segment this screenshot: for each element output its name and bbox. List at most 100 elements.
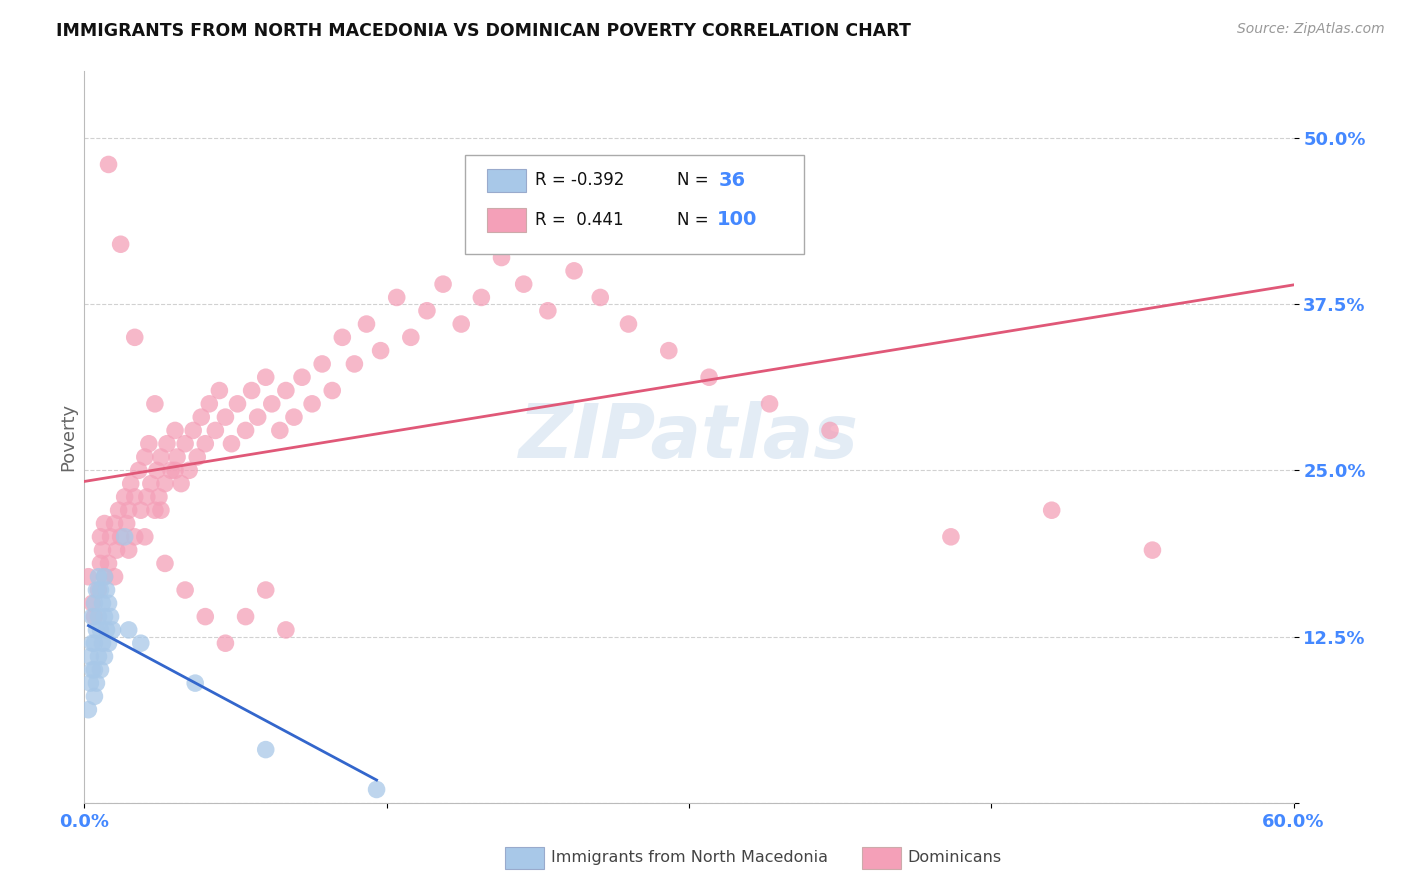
Point bbox=[86, 582, 108, 597]
Point bbox=[77, 570, 100, 584]
Point bbox=[235, 609, 257, 624]
Point bbox=[194, 436, 217, 450]
Point bbox=[416, 303, 439, 318]
Point bbox=[269, 424, 291, 438]
Point bbox=[146, 463, 169, 477]
Point bbox=[194, 609, 217, 624]
Point bbox=[143, 503, 166, 517]
Point bbox=[114, 490, 136, 504]
FancyBboxPatch shape bbox=[465, 155, 804, 254]
Point bbox=[104, 516, 127, 531]
Point bbox=[97, 596, 120, 610]
Point bbox=[114, 530, 136, 544]
Point bbox=[93, 516, 115, 531]
Point bbox=[562, 264, 585, 278]
Point bbox=[91, 596, 114, 610]
Point bbox=[87, 582, 110, 597]
Point bbox=[356, 317, 378, 331]
Point bbox=[93, 570, 115, 584]
Point bbox=[91, 636, 114, 650]
Point bbox=[184, 676, 207, 690]
Point bbox=[260, 397, 283, 411]
Point bbox=[83, 596, 105, 610]
Point bbox=[149, 450, 172, 464]
Point bbox=[87, 609, 110, 624]
Point bbox=[758, 397, 780, 411]
Point bbox=[110, 237, 132, 252]
Text: 36: 36 bbox=[720, 171, 747, 190]
Point bbox=[135, 490, 157, 504]
Point bbox=[208, 384, 231, 398]
Point bbox=[86, 623, 108, 637]
Point bbox=[149, 503, 172, 517]
Point bbox=[174, 582, 197, 597]
Point bbox=[86, 676, 108, 690]
Point bbox=[330, 330, 353, 344]
Point bbox=[93, 570, 115, 584]
Text: Source: ZipAtlas.com: Source: ZipAtlas.com bbox=[1237, 22, 1385, 37]
Point bbox=[89, 623, 111, 637]
Point bbox=[1040, 503, 1063, 517]
Text: IMMIGRANTS FROM NORTH MACEDONIA VS DOMINICAN POVERTY CORRELATION CHART: IMMIGRANTS FROM NORTH MACEDONIA VS DOMIN… bbox=[56, 22, 911, 40]
Point bbox=[83, 636, 105, 650]
Text: Dominicans: Dominicans bbox=[908, 850, 1002, 865]
Point bbox=[89, 530, 111, 544]
Point bbox=[134, 530, 156, 544]
Point bbox=[432, 277, 454, 292]
Point bbox=[174, 436, 197, 450]
Point bbox=[93, 609, 115, 624]
Point bbox=[118, 543, 141, 558]
Point bbox=[148, 490, 170, 504]
FancyBboxPatch shape bbox=[486, 208, 526, 232]
Point bbox=[82, 609, 104, 624]
Point bbox=[370, 343, 392, 358]
Point bbox=[301, 397, 323, 411]
Point bbox=[1142, 543, 1164, 558]
Point bbox=[214, 410, 236, 425]
Y-axis label: Poverty: Poverty bbox=[59, 403, 77, 471]
Point bbox=[96, 623, 118, 637]
Point bbox=[491, 251, 513, 265]
Point bbox=[165, 424, 187, 438]
Point bbox=[190, 410, 212, 425]
Point bbox=[214, 636, 236, 650]
Point bbox=[235, 424, 257, 438]
Point bbox=[83, 609, 105, 624]
Point bbox=[166, 450, 188, 464]
Point bbox=[87, 649, 110, 664]
Point bbox=[470, 290, 492, 304]
Point bbox=[93, 649, 115, 664]
Point bbox=[165, 463, 187, 477]
Point bbox=[124, 530, 146, 544]
Point bbox=[343, 357, 366, 371]
Point bbox=[97, 557, 120, 571]
Point bbox=[246, 410, 269, 425]
Point bbox=[83, 690, 105, 704]
Point bbox=[186, 450, 208, 464]
Point bbox=[83, 663, 105, 677]
Point bbox=[89, 663, 111, 677]
Point bbox=[204, 424, 226, 438]
Text: Immigrants from North Macedonia: Immigrants from North Macedonia bbox=[551, 850, 828, 865]
Point bbox=[283, 410, 305, 425]
Point bbox=[226, 397, 249, 411]
Point bbox=[100, 609, 122, 624]
Point bbox=[82, 663, 104, 677]
Text: R = -0.392: R = -0.392 bbox=[536, 171, 624, 189]
Point bbox=[100, 530, 122, 544]
Text: N =: N = bbox=[676, 171, 709, 189]
Point bbox=[89, 557, 111, 571]
Point bbox=[181, 424, 204, 438]
Point bbox=[97, 157, 120, 171]
Point bbox=[79, 676, 101, 690]
Point bbox=[221, 436, 243, 450]
Point bbox=[617, 317, 640, 331]
Point bbox=[311, 357, 333, 371]
Point bbox=[82, 636, 104, 650]
Point bbox=[450, 317, 472, 331]
Point bbox=[115, 516, 138, 531]
Point bbox=[198, 397, 221, 411]
Point bbox=[96, 582, 118, 597]
Point bbox=[254, 370, 277, 384]
Point bbox=[87, 570, 110, 584]
